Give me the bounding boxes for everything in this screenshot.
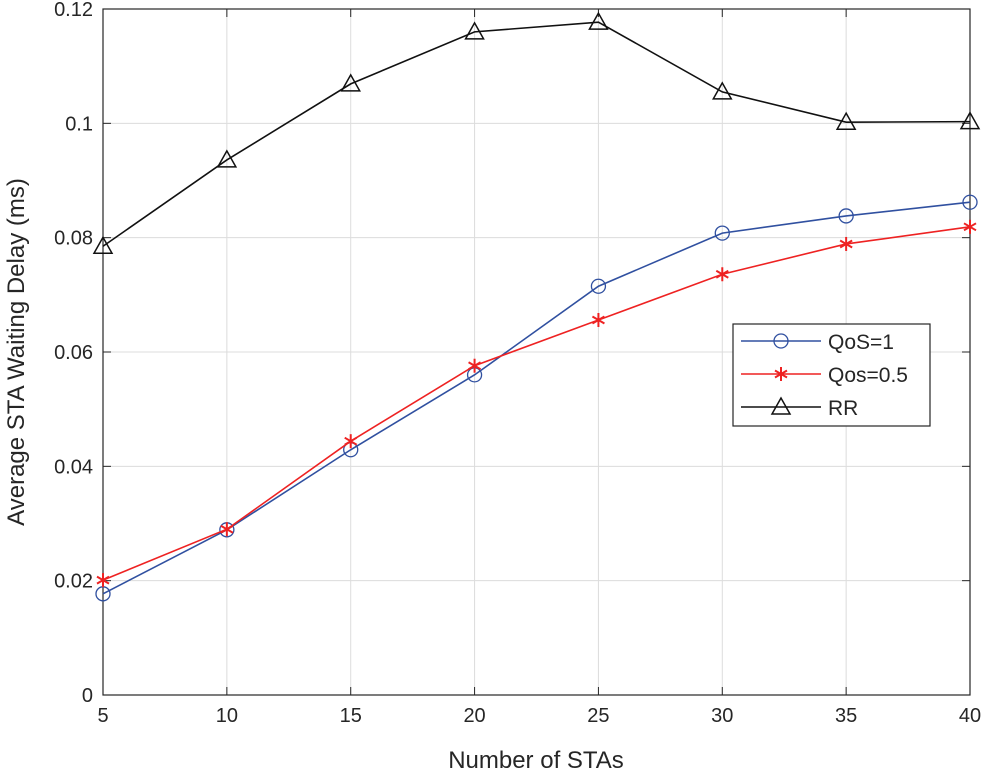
asterisk-marker — [839, 236, 853, 251]
asterisk-stroke — [220, 524, 234, 534]
triangle-marker — [464, 21, 485, 40]
x-tick-label: 20 — [463, 705, 485, 727]
triangle-marker — [588, 11, 609, 30]
asterisk-stroke — [96, 575, 110, 585]
asterisk-stroke — [591, 315, 605, 325]
grid — [102, 8, 971, 696]
x-tick-label: 35 — [835, 705, 857, 727]
legend-entry: Qos=0.5 — [741, 364, 908, 387]
asterisk-stroke — [344, 436, 358, 446]
asterisk-marker — [220, 522, 234, 537]
asterisk-stroke — [839, 239, 853, 249]
x-tick-label: 5 — [97, 705, 108, 727]
asterisk-marker — [96, 573, 110, 588]
asterisk-marker — [963, 219, 977, 234]
asterisk-marker — [468, 358, 482, 373]
series-line — [102, 226, 971, 581]
series-group — [92, 11, 981, 602]
asterisk-marker — [344, 434, 358, 449]
triangle-marker — [92, 235, 114, 254]
triangle-marker — [770, 396, 792, 415]
legend-entry: QoS=1 — [741, 331, 894, 354]
triangle-marker — [959, 111, 981, 130]
circle-marker — [773, 333, 789, 349]
legend-label: RR — [828, 397, 858, 420]
triangle-marker — [835, 111, 857, 130]
y-tick-label: 0.08 — [54, 228, 93, 250]
y-tick-label: 0 — [82, 685, 93, 707]
y-tick-label: 0.12 — [54, 0, 93, 21]
triangle-marker — [216, 149, 238, 168]
series-qos-0-5 — [96, 219, 977, 588]
series-line — [102, 201, 971, 595]
asterisk-stroke — [468, 361, 482, 371]
circle-marker — [838, 208, 854, 224]
series-line — [102, 21, 971, 247]
x-tick-label: 30 — [711, 705, 733, 727]
asterisk-stroke — [963, 222, 977, 232]
circle-marker — [714, 225, 730, 241]
ticks: 5 10 15 20 25 30 35 40 0 0.02 0.04 0.06 0.08 0.1 0.12 — [54, 0, 981, 727]
legend-label: Qos=0.5 — [828, 364, 908, 387]
legend: QoS=1 Qos=0.5 RR — [732, 323, 931, 427]
y-tick-label: 0.06 — [54, 342, 93, 364]
legend-label: QoS=1 — [828, 331, 894, 354]
x-axis-label: Number of STAs — [448, 747, 624, 772]
asterisk-marker — [774, 367, 788, 381]
x-tick-label: 10 — [216, 705, 238, 727]
asterisk-stroke — [715, 269, 729, 279]
x-tick-label: 25 — [587, 705, 609, 727]
y-tick-label: 0.04 — [54, 456, 93, 478]
legend-entry: RR — [741, 396, 858, 420]
triangle-marker — [712, 81, 733, 100]
asterisk-stroke — [774, 369, 788, 379]
series-rr — [92, 11, 981, 254]
triangle-marker — [340, 73, 361, 92]
x-tick-label: 15 — [340, 705, 362, 727]
asterisk-marker — [591, 312, 605, 327]
circle-marker — [962, 194, 978, 210]
circle-marker — [590, 278, 607, 294]
x-tick-label: 40 — [959, 705, 981, 727]
y-axis-label: Average STA Waiting Delay (ms) — [3, 178, 30, 526]
asterisk-marker — [715, 267, 729, 282]
y-tick-label: 0.1 — [65, 113, 93, 135]
y-tick-label: 0.02 — [54, 571, 93, 593]
